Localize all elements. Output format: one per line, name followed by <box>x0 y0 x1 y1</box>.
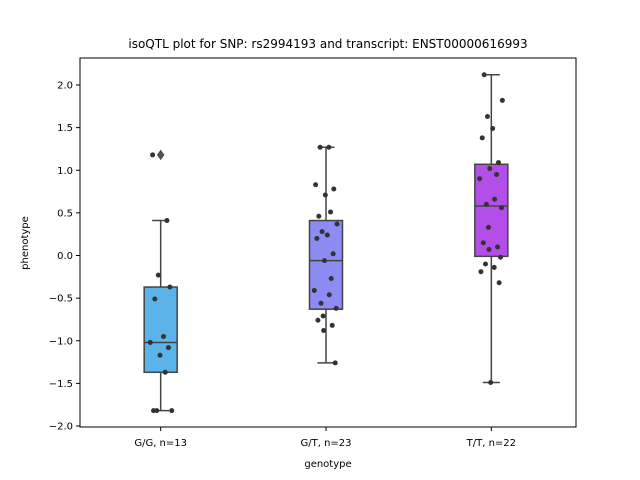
data-point <box>487 166 493 172</box>
data-point <box>494 172 500 178</box>
y-tick-label: 1.0 <box>57 166 73 177</box>
data-point <box>165 345 171 351</box>
data-point <box>499 97 505 103</box>
data-point <box>326 292 332 298</box>
x-tick-label: T/T, n=22 <box>466 438 516 449</box>
data-point <box>162 369 168 375</box>
data-point <box>311 287 317 293</box>
data-point <box>329 322 335 328</box>
data-point <box>477 176 483 182</box>
data-point <box>333 305 339 311</box>
box <box>143 286 178 374</box>
data-point <box>483 201 489 207</box>
data-point <box>480 240 486 246</box>
data-point <box>490 125 496 131</box>
data-point <box>317 144 323 150</box>
data-point <box>331 186 337 192</box>
y-tick-label: 0.5 <box>57 208 73 219</box>
data-point <box>491 264 497 270</box>
data-point <box>328 209 334 215</box>
data-point <box>319 229 325 235</box>
data-point <box>320 313 326 319</box>
data-point <box>482 261 488 267</box>
data-point <box>496 280 502 286</box>
data-point <box>478 269 484 275</box>
data-point <box>328 276 334 282</box>
data-point <box>321 258 327 264</box>
data-point <box>488 380 494 386</box>
y-tick-label: −2.0 <box>49 422 73 433</box>
data-point <box>332 360 338 366</box>
y-tick-label: −1.0 <box>49 336 73 347</box>
data-point <box>147 339 153 345</box>
data-point <box>313 182 319 188</box>
x-axis-label: genotype <box>304 459 351 470</box>
data-point <box>495 160 501 166</box>
data-point <box>481 72 487 78</box>
data-point <box>498 205 504 211</box>
data-point <box>155 272 161 278</box>
y-tick-label: −1.5 <box>49 379 73 390</box>
data-point <box>164 218 170 224</box>
data-point <box>314 235 320 241</box>
data-point <box>486 247 492 253</box>
data-point <box>169 408 175 414</box>
data-point <box>498 254 504 260</box>
data-point <box>315 317 321 323</box>
data-point <box>479 135 485 141</box>
y-tick-label: −0.5 <box>49 294 73 305</box>
data-point <box>167 284 173 290</box>
data-point <box>157 352 163 358</box>
data-point <box>318 300 324 306</box>
y-tick-label: 2.0 <box>57 81 73 92</box>
y-axis-label: phenotype <box>20 216 31 270</box>
outlier-marker <box>156 149 165 161</box>
data-point <box>326 144 332 150</box>
data-point <box>330 251 336 257</box>
x-tick-label: G/G, n=13 <box>134 438 187 449</box>
box-group <box>474 72 509 386</box>
data-point <box>150 152 156 158</box>
box-group <box>143 149 178 414</box>
data-point <box>495 244 501 250</box>
data-point <box>316 213 322 219</box>
plot-frame <box>79 57 577 428</box>
data-point <box>152 296 158 302</box>
data-point <box>324 232 330 238</box>
data-point <box>492 196 498 202</box>
y-tick-label: 1.5 <box>57 123 73 134</box>
y-axis: 2.0 1.5 1.0 0.5 0.0 −0.5 −1.0 −1.5 −2.0 <box>49 81 80 433</box>
data-point <box>485 224 491 230</box>
data-point <box>161 333 167 339</box>
y-tick-label: 0.0 <box>57 251 73 262</box>
x-tick-label: G/T, n=23 <box>300 438 351 449</box>
data-point <box>484 114 490 120</box>
chart-title: isoQTL plot for SNP: rs2994193 and trans… <box>128 37 527 51</box>
data-point <box>321 328 327 334</box>
data-point <box>154 408 160 414</box>
data-point <box>322 192 328 198</box>
plot-area <box>143 72 509 414</box>
x-axis: G/G, n=13 G/T, n=23 T/T, n=22 <box>134 427 516 449</box>
data-point <box>334 221 340 227</box>
box-group <box>308 144 344 366</box>
